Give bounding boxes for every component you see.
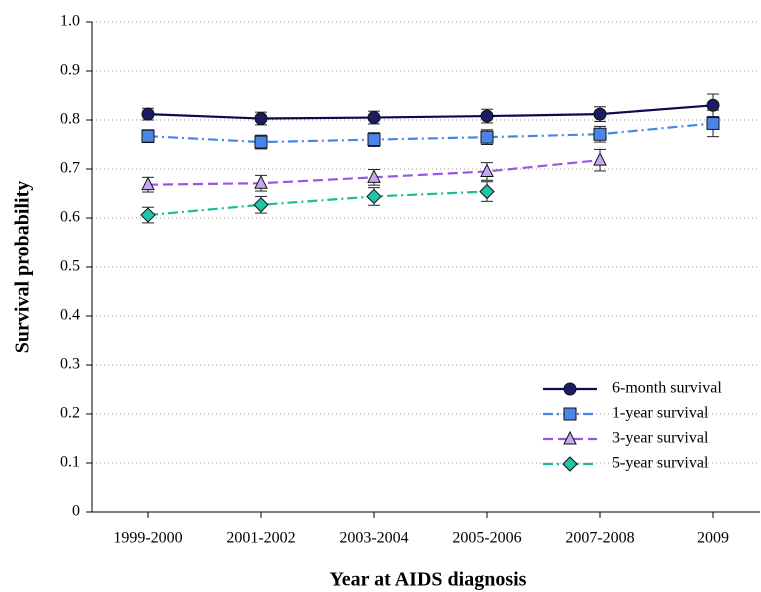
series-line xyxy=(147,122,714,144)
y-tick-label: 0.9 xyxy=(60,62,80,79)
legend-label: 6-month survival xyxy=(612,380,722,397)
y-tick-label: 0.4 xyxy=(60,307,80,324)
data-point xyxy=(480,130,494,144)
data-point xyxy=(593,107,607,121)
x-tick-label: 2001-2002 xyxy=(226,530,295,547)
legend-marker xyxy=(563,407,577,421)
y-tick-label: 0.3 xyxy=(60,356,80,373)
x-tick-label: 2009 xyxy=(697,530,729,547)
data-point xyxy=(141,176,155,191)
data-point xyxy=(254,112,268,126)
y-tick-label: 0.6 xyxy=(60,209,80,226)
x-tick-label: 2007-2008 xyxy=(565,530,634,547)
data-point xyxy=(254,175,268,189)
y-tick-label: 1.0 xyxy=(60,13,80,30)
y-axis-title: Survival probability xyxy=(12,181,34,353)
legend-marker xyxy=(563,430,577,445)
data-point xyxy=(593,152,607,166)
data-point xyxy=(480,109,494,123)
data-point xyxy=(367,169,381,183)
y-tick-label: 0.8 xyxy=(60,111,80,128)
series-line xyxy=(147,190,488,217)
legend-label: 1-year survival xyxy=(612,405,709,422)
x-tick-label: 2003-2004 xyxy=(339,530,408,547)
legend-marker xyxy=(562,456,578,472)
y-tick-label: 0.1 xyxy=(60,454,80,471)
x-axis-title: Year at AIDS diagnosis xyxy=(330,569,527,591)
y-tick-label: 0.7 xyxy=(60,160,80,177)
data-point xyxy=(140,207,156,223)
y-tick-label: 0.2 xyxy=(60,405,80,422)
legend-label: 5-year survival xyxy=(612,455,709,472)
data-point xyxy=(254,135,268,149)
data-point xyxy=(706,98,720,112)
data-point xyxy=(367,111,381,125)
y-tick-label: 0.5 xyxy=(60,258,80,275)
data-point xyxy=(366,188,382,205)
data-point xyxy=(480,163,494,177)
legend-marker xyxy=(563,382,577,396)
data-point xyxy=(141,107,155,121)
x-tick-label: 1999-2000 xyxy=(113,530,182,547)
x-tick-label: 2005-2006 xyxy=(452,530,521,547)
data-point xyxy=(593,127,607,141)
legend-label: 3-year survival xyxy=(612,430,709,447)
data-point xyxy=(141,129,155,143)
data-point xyxy=(706,116,720,130)
data-point xyxy=(367,133,381,147)
y-tick-label: 0 xyxy=(72,503,80,520)
data-point xyxy=(253,197,269,213)
data-point xyxy=(479,183,495,200)
series-line xyxy=(147,104,714,120)
